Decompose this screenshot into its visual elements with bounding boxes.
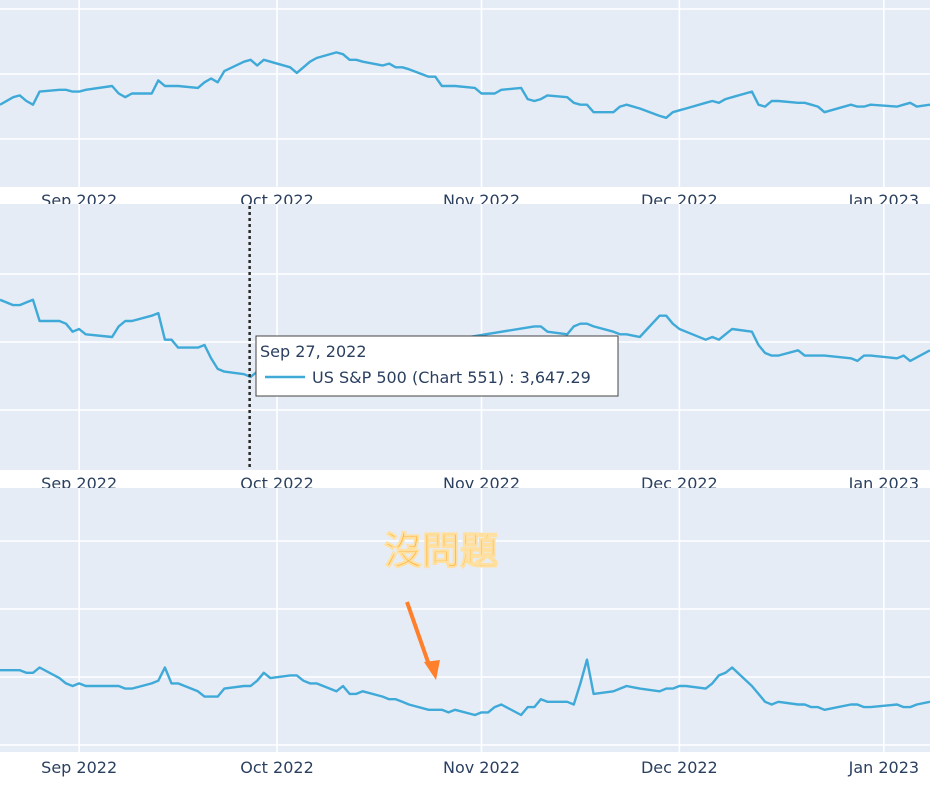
tooltip-box <box>255 335 619 397</box>
series-line[interactable] <box>0 51 930 120</box>
x-tick-label: Dec 2022 <box>641 758 718 777</box>
hover-tooltip: Sep 27, 2022 US S&P 500 (Chart 551) : 3,6… <box>255 335 619 397</box>
annotation: 沒問題 <box>384 529 499 680</box>
tooltip-value: US S&P 500 (Chart 551) : 3,647.29 <box>312 368 591 387</box>
plot-background <box>0 488 930 752</box>
annotation-text: 沒問題 <box>384 529 498 573</box>
tooltip-date: Sep 27, 2022 <box>260 342 367 361</box>
plot-background <box>0 0 930 187</box>
chart-panel-1: Sep 2022 Oct 2022 Nov 2022 Dec 2022 Jan 2023 <box>0 0 930 210</box>
series-line[interactable] <box>0 298 930 379</box>
series-line[interactable] <box>0 658 930 717</box>
annotation-arrow-shaft <box>405 601 430 663</box>
x-tick-label: Oct 2022 <box>240 758 313 777</box>
x-tick-label: Jan 2023 <box>848 758 919 777</box>
chart-panel-3: Sep 2022 Oct 2022 Nov 2022 Dec 2022 Jan 2023 <box>0 488 930 777</box>
annotation-arrow-head <box>424 660 440 680</box>
x-tick-label: Sep 2022 <box>41 758 117 777</box>
x-tick-label: Nov 2022 <box>443 758 520 777</box>
